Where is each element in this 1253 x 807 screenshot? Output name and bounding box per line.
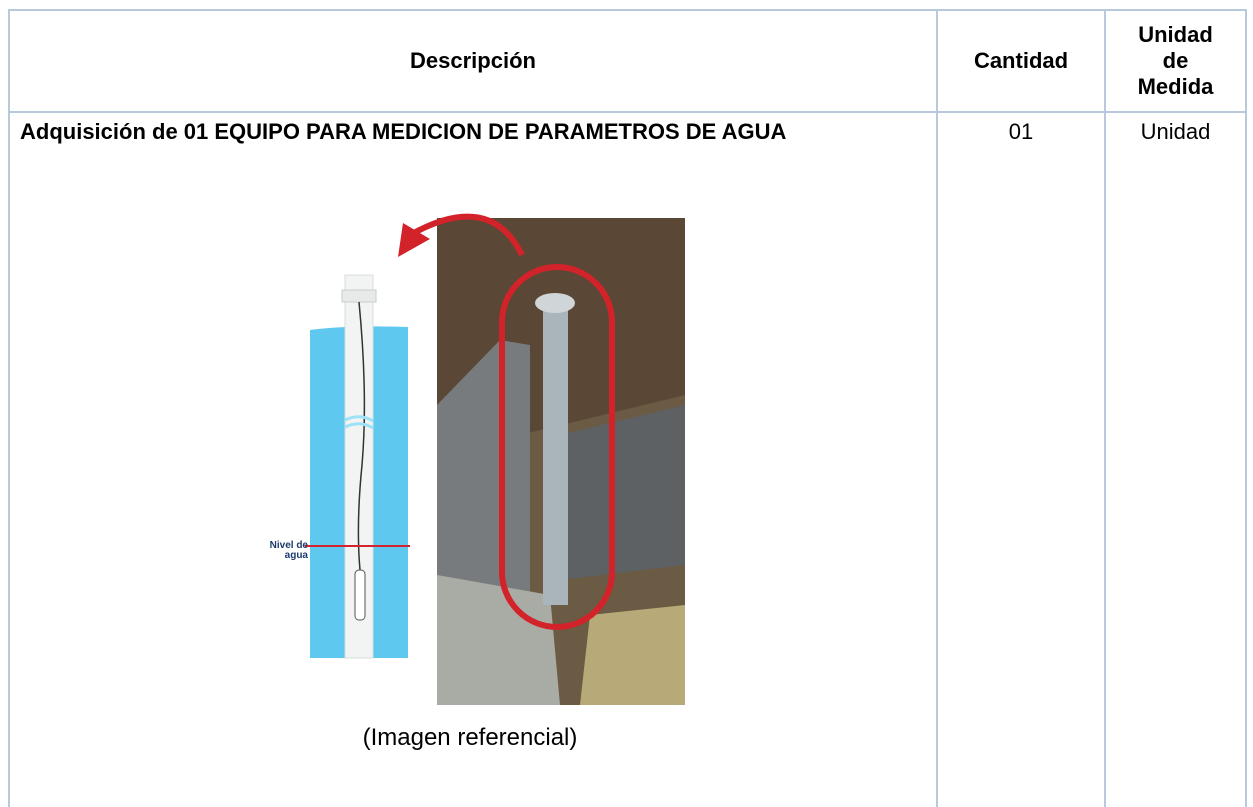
table-border	[8, 9, 1247, 11]
photo-ground	[437, 575, 560, 705]
break-mark	[344, 415, 374, 430]
sensor	[354, 569, 366, 621]
table-border	[936, 9, 938, 807]
table-border	[1104, 9, 1106, 807]
image-caption: (Imagen referencial)	[362, 724, 578, 751]
quantity: 01	[1008, 119, 1034, 144]
header-cell: Unidad de Medida	[1137, 22, 1214, 99]
table-border	[1245, 9, 1247, 807]
arrow	[408, 213, 525, 257]
photo-wall	[560, 405, 685, 580]
cable	[357, 301, 366, 571]
highlight-ring	[499, 264, 615, 630]
pipe-cap	[341, 289, 377, 303]
photo-grass	[580, 605, 685, 705]
arrow-head	[398, 223, 430, 257]
unit: Unidad	[1140, 119, 1211, 144]
photo-cap	[535, 293, 575, 313]
header-cell: Descripción	[410, 48, 536, 73]
description: Adquisición de 01 EQUIPO PARA MEDICION D…	[20, 119, 787, 144]
table-border	[8, 9, 10, 807]
photo-pole	[543, 305, 568, 605]
table-border	[8, 111, 1247, 113]
water-level-label: Nivel de agua	[269, 540, 308, 561]
reference-image	[305, 213, 685, 705]
header-cell: Cantidad	[973, 48, 1069, 73]
